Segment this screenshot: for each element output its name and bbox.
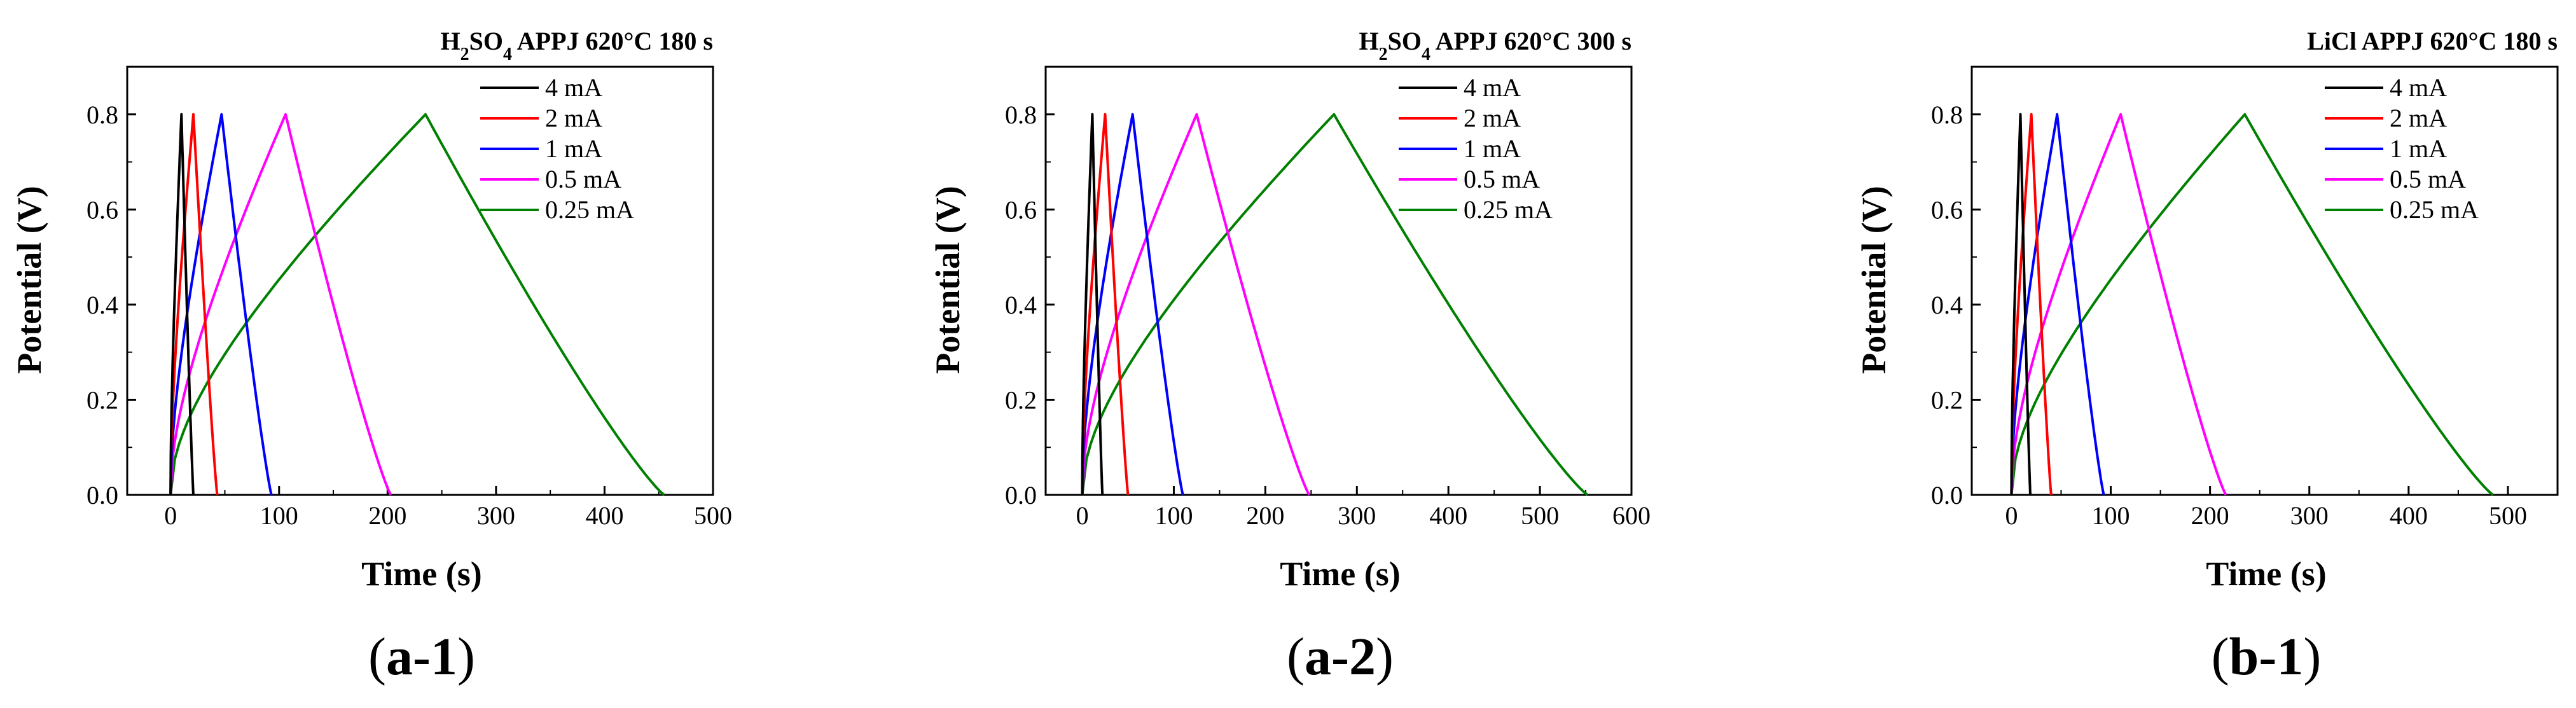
legend-label: 2 mA	[2390, 104, 2447, 132]
y-tick-label: 0.0	[1005, 481, 1037, 510]
y-tick-label: 0.0	[87, 481, 118, 510]
y-tick-label: 0.2	[1931, 385, 1963, 414]
y-tick-label: 0.4	[1931, 291, 1963, 319]
x-tick-label: 400	[1429, 501, 1467, 530]
chart-svg-b1: LiCl APPJ 620°C 180 s 0 100 200 300 400 500 0.…	[1855, 27, 2559, 686]
x-tick-label: 0	[1076, 501, 1089, 530]
legend-label: 0.5 mA	[545, 165, 621, 193]
x-tick-label: 500	[694, 501, 732, 530]
series-line-0p5mA	[2010, 113, 2227, 496]
chart-title-a1: H2SO4 APPJ 620°C 180 s	[441, 27, 713, 64]
legend-label: 2 mA	[1464, 104, 1521, 132]
x-tick-label: 200	[368, 501, 406, 530]
x-tick-label: 300	[1338, 501, 1376, 530]
x-tick-label: 100	[2092, 501, 2130, 530]
x-tick-label: 300	[2290, 501, 2329, 530]
legend-label: 2 mA	[545, 104, 602, 132]
x-tick-label: 400	[2390, 501, 2428, 530]
legend-label: 1 mA	[2390, 134, 2447, 163]
x-tick-label: 600	[1612, 501, 1651, 530]
x-tick-label: 500	[1521, 501, 1559, 530]
series-line-1mA	[1081, 113, 1184, 496]
chart-panel-a1: H2SO4 APPJ 620°C 180 s 0 100 200 300 400 500 0…	[0, 0, 859, 708]
chart-panel-a2: H2SO4 APPJ 620°C 300 s 0 100 200 300 400 500 6…	[918, 0, 1777, 708]
y-tick-label: 0.2	[1005, 385, 1037, 414]
x-tick-label: 200	[2191, 501, 2229, 530]
y-axis-label-b1: Potential (V)	[1855, 186, 1893, 373]
series-line-4mA	[169, 113, 195, 496]
y-tick-label: 0.6	[1005, 195, 1037, 224]
plot-frame	[1044, 66, 1633, 496]
legend-label: 0.5 mA	[1464, 165, 1540, 193]
legend-label: 4 mA	[1464, 73, 1521, 102]
legend-label: 0.5 mA	[2390, 165, 2466, 193]
chart-title-a2: H2SO4 APPJ 620°C 300 s	[1359, 27, 1631, 64]
panel-label-b1: (b-1)	[2212, 627, 2322, 686]
x-tick-label: 200	[1246, 501, 1284, 530]
y-tick-label: 0.6	[1931, 195, 1963, 224]
legend-label: 0.25 mA	[545, 195, 634, 224]
legend-label: 1 mA	[1464, 134, 1521, 163]
chart-title-b1: LiCl APPJ 620°C 180 s	[2307, 27, 2558, 55]
x-tick-label: 300	[477, 501, 515, 530]
series-line-0p25mA	[2010, 113, 2494, 496]
series-line-2mA	[2010, 113, 2053, 496]
plot-frame	[126, 66, 714, 496]
x-tick-label: 100	[1154, 501, 1193, 530]
chart-svg-a1: H2SO4 APPJ 620°C 180 s 0 100 200 300 400 5000…	[10, 27, 732, 686]
series-line-0p5mA	[169, 113, 392, 496]
y-tick-label: 0.4	[1005, 291, 1037, 319]
y-tick-label: 0.4	[87, 291, 118, 319]
series-line-2mA	[1081, 113, 1130, 496]
x-axis-label-a2: Time (s)	[1280, 555, 1400, 593]
series-line-0p5mA	[1081, 113, 1311, 496]
y-tick-label: 0.8	[1005, 101, 1037, 129]
plot-area-a1: 0 100 200 300 400 500 0.0 0.2 0.4 0.6 0.8 4 mA2 mA1…	[87, 66, 732, 530]
plot-frame	[1970, 66, 2559, 496]
legend-label: 1 mA	[545, 134, 602, 163]
x-tick-label: 100	[260, 501, 298, 530]
legend-label: 4 mA	[545, 73, 602, 102]
plot-area-b1: 0 100 200 300 400 500 0.0 0.2 0.4 0.6 0.8 4 mA2 mA1…	[1931, 66, 2559, 530]
x-tick-label: 0	[164, 501, 177, 530]
series-line-0p25mA	[1081, 113, 1589, 496]
series-line-4mA	[2010, 113, 2032, 496]
chart-panel-b1: LiCl APPJ 620°C 180 s 0 100 200 300 400 500 0.…	[1845, 0, 2576, 708]
chart-svg-a2: H2SO4 APPJ 620°C 300 s 0 100 200 300 400 500 6…	[929, 27, 1651, 686]
legend-label: 4 mA	[2390, 73, 2447, 102]
legend-label: 0.25 mA	[1464, 195, 1553, 224]
x-tick-label: 400	[585, 501, 623, 530]
series-line-4mA	[1081, 113, 1104, 496]
y-tick-label: 0.6	[87, 195, 118, 224]
y-tick-label: 0.8	[87, 101, 118, 129]
legend-label: 0.25 mA	[2390, 195, 2479, 224]
panel-label-a2: (a-2)	[1287, 627, 1394, 686]
x-tick-label: 500	[2489, 501, 2527, 530]
series-line-0p25mA	[169, 113, 665, 496]
series-line-2mA	[169, 113, 219, 496]
plot-area-a2: 0 100 200 300 400 500 600 0.0 0.2 0.4 0.6 0.8 4 mA2 …	[1005, 66, 1651, 530]
x-tick-label: 0	[2005, 501, 2018, 530]
x-axis-label-a1: Time (s)	[361, 555, 481, 593]
x-axis-label-b1: Time (s)	[2206, 555, 2326, 593]
y-tick-label: 0.2	[87, 385, 118, 414]
y-tick-label: 0.0	[1931, 481, 1963, 510]
y-axis-label-a2: Potential (V)	[929, 186, 967, 373]
panel-label-a1: (a-1)	[368, 627, 475, 686]
y-axis-label-a1: Potential (V)	[10, 186, 48, 373]
series-line-1mA	[2010, 113, 2105, 496]
y-tick-label: 0.8	[1931, 101, 1963, 129]
